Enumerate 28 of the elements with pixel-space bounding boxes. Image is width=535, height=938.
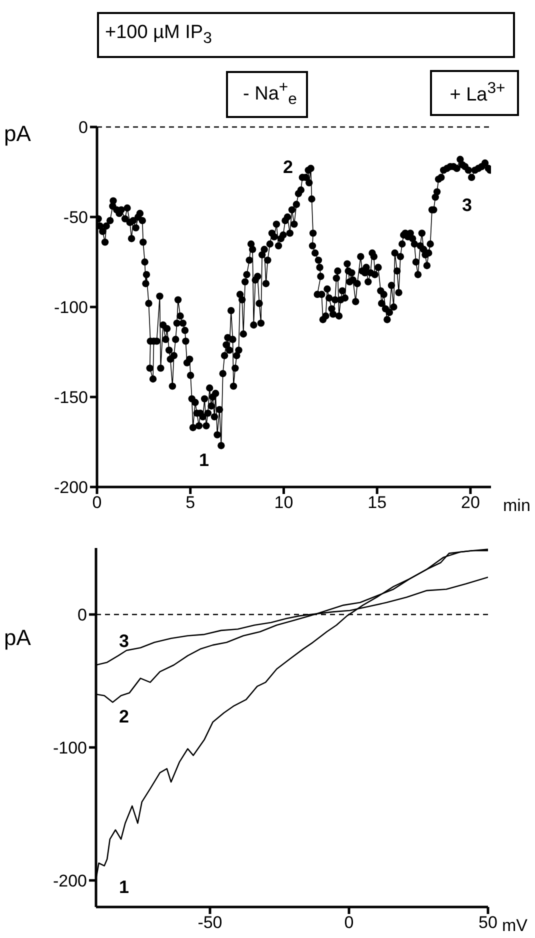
y-axis-title: pA <box>4 625 31 651</box>
x-tick-label: 15 <box>368 493 387 512</box>
x-tick-label: -50 <box>198 913 222 932</box>
x-axis-title: min <box>503 496 530 516</box>
y-tick-label: -200 <box>52 871 87 890</box>
series-label: 2 <box>118 706 130 726</box>
text: + La$^{3+}$ <box>450 80 506 106</box>
y-tick-label: -200 <box>54 478 88 498</box>
y-tick-label: -100 <box>54 298 88 318</box>
series-label: 1 <box>118 877 130 898</box>
y-tick-label: -150 <box>54 388 88 408</box>
x-tick-label: 20 <box>461 493 480 512</box>
x-axis-title: mV <box>502 916 528 936</box>
x-tick-label: 5 <box>186 493 196 512</box>
y-tick-label: 0 <box>78 606 87 625</box>
x-tick-label: 50 <box>478 913 498 932</box>
y-tick-label: -100 <box>52 738 87 758</box>
x-tick-label: 0 <box>344 913 354 932</box>
text: +100 µM IP$_{3}$ <box>105 22 212 48</box>
y-axis-title: pA <box>4 121 31 147</box>
annotation: 1 <box>198 450 209 470</box>
annotation: 2 <box>282 156 293 178</box>
series-label: 3 <box>118 631 130 652</box>
x-tick-label: 0 <box>92 493 102 512</box>
y-tick-label: 0 <box>78 118 88 138</box>
x-tick-label: 10 <box>274 493 294 512</box>
y-tick-label: -50 <box>63 208 88 228</box>
annotation: 3 <box>462 194 472 216</box>
